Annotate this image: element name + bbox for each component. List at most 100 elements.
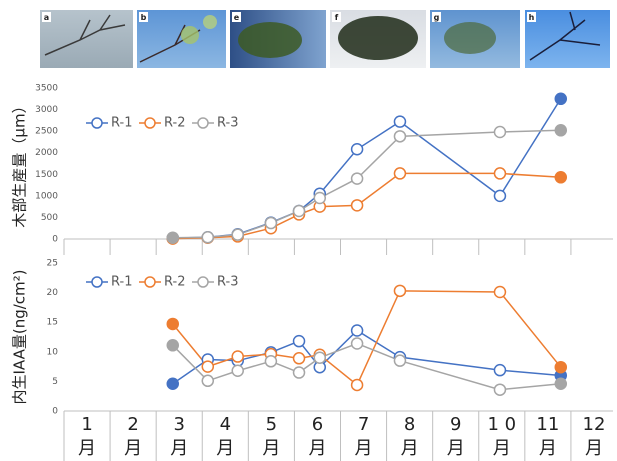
legend-label: R-3 xyxy=(217,275,238,290)
data-point xyxy=(294,353,305,364)
x-tick-label-part: 月 xyxy=(124,438,142,459)
data-point xyxy=(555,362,566,373)
photo-letter: e xyxy=(234,13,240,22)
page: abefgh木部生産量（μm）0500100015002000250030003… xyxy=(0,0,617,461)
y-tick-label: 3000 xyxy=(35,105,58,115)
data-point xyxy=(167,378,178,389)
data-point xyxy=(494,168,505,179)
data-point xyxy=(352,325,363,336)
data-point xyxy=(294,205,305,216)
x-tick-label-part: 9 xyxy=(450,414,461,435)
leaves xyxy=(203,15,217,29)
y-axis-label: 木部生産量（μm） xyxy=(11,98,29,227)
legend-label: R-3 xyxy=(217,116,238,131)
data-point xyxy=(202,361,213,372)
data-point xyxy=(555,172,566,183)
x-tick-label-part: 7 xyxy=(358,414,369,435)
data-point xyxy=(167,318,178,329)
y-tick-label: 2000 xyxy=(35,148,58,158)
y-tick-label: 0 xyxy=(52,407,58,417)
leaves xyxy=(444,22,496,54)
data-point xyxy=(494,384,505,395)
x-tick-label-part: 1 xyxy=(81,414,92,435)
photo-letter: h xyxy=(529,13,535,22)
data-point xyxy=(294,367,305,378)
y-tick-label: 500 xyxy=(41,213,58,223)
y-tick-label: 10 xyxy=(47,347,59,357)
legend-marker xyxy=(198,277,208,287)
legend-marker xyxy=(145,118,155,128)
legend-label: R-1 xyxy=(111,275,132,290)
data-point xyxy=(232,351,243,362)
data-point xyxy=(394,116,405,127)
x-tick-label-part: 4 xyxy=(220,414,231,435)
x-tick-label-part: 11 xyxy=(536,414,559,435)
data-point xyxy=(494,190,505,201)
data-point xyxy=(232,365,243,376)
data-point xyxy=(314,193,325,204)
data-point xyxy=(352,379,363,390)
data-point xyxy=(555,125,566,136)
y-tick-label: 25 xyxy=(47,259,58,269)
legend-marker xyxy=(145,277,155,287)
x-tick-label-part: 月 xyxy=(447,438,465,459)
x-tick-label-part: 2 xyxy=(127,414,138,435)
data-point xyxy=(352,173,363,184)
y-tick-label: 0 xyxy=(52,235,58,245)
data-point xyxy=(265,218,276,229)
leaves xyxy=(238,22,302,58)
x-tick-label-part: 月 xyxy=(78,438,96,459)
data-point xyxy=(555,93,566,104)
photo xyxy=(40,10,133,68)
x-tick-label-part: 月 xyxy=(539,438,557,459)
photo xyxy=(525,10,610,68)
x-tick-label-part: 3 xyxy=(173,414,184,435)
data-point xyxy=(352,200,363,211)
photos xyxy=(40,10,610,68)
x-tick-label: 11 月 xyxy=(536,414,559,459)
data-point xyxy=(352,144,363,155)
y-axis-label: 内生IAA量(ng/cm²) xyxy=(11,269,29,404)
legend-label: R-1 xyxy=(111,116,132,131)
legend-marker xyxy=(92,277,102,287)
legend-marker xyxy=(198,118,208,128)
data-point xyxy=(494,287,505,298)
x-tick-label-part: 月 xyxy=(493,438,511,459)
data-point xyxy=(394,285,405,296)
leaves xyxy=(338,16,418,60)
data-point xyxy=(394,355,405,366)
leaves xyxy=(181,26,199,44)
x-tick-label: 7月 xyxy=(355,414,373,459)
y-tick-label: 1000 xyxy=(35,191,58,201)
data-point xyxy=(494,127,505,138)
x-tick-label-part: 5 xyxy=(266,414,277,435)
y-tick-label: 2500 xyxy=(35,127,58,137)
x-tick-label-part: 月 xyxy=(262,438,280,459)
x-tick-label-part: 月 xyxy=(401,438,419,459)
x-tick-label-part: 12 xyxy=(583,414,606,435)
data-point xyxy=(202,375,213,386)
data-point xyxy=(352,338,363,349)
x-tick-label-part: 月 xyxy=(216,438,234,459)
x-tick-label-part: 8 xyxy=(404,414,415,435)
y-tick-label: 15 xyxy=(47,318,58,328)
x-tick-label-part: 月 xyxy=(170,438,188,459)
data-point xyxy=(202,232,213,243)
legend-marker xyxy=(92,118,102,128)
y-tick-label: 1500 xyxy=(35,170,58,180)
legend-label: R-2 xyxy=(164,116,185,131)
y-tick-label: 20 xyxy=(47,288,59,298)
data-point xyxy=(265,356,276,367)
data-point xyxy=(167,232,178,243)
data-point xyxy=(167,340,178,351)
data-point xyxy=(494,365,505,376)
x-tick-label-part: 月 xyxy=(355,438,373,459)
